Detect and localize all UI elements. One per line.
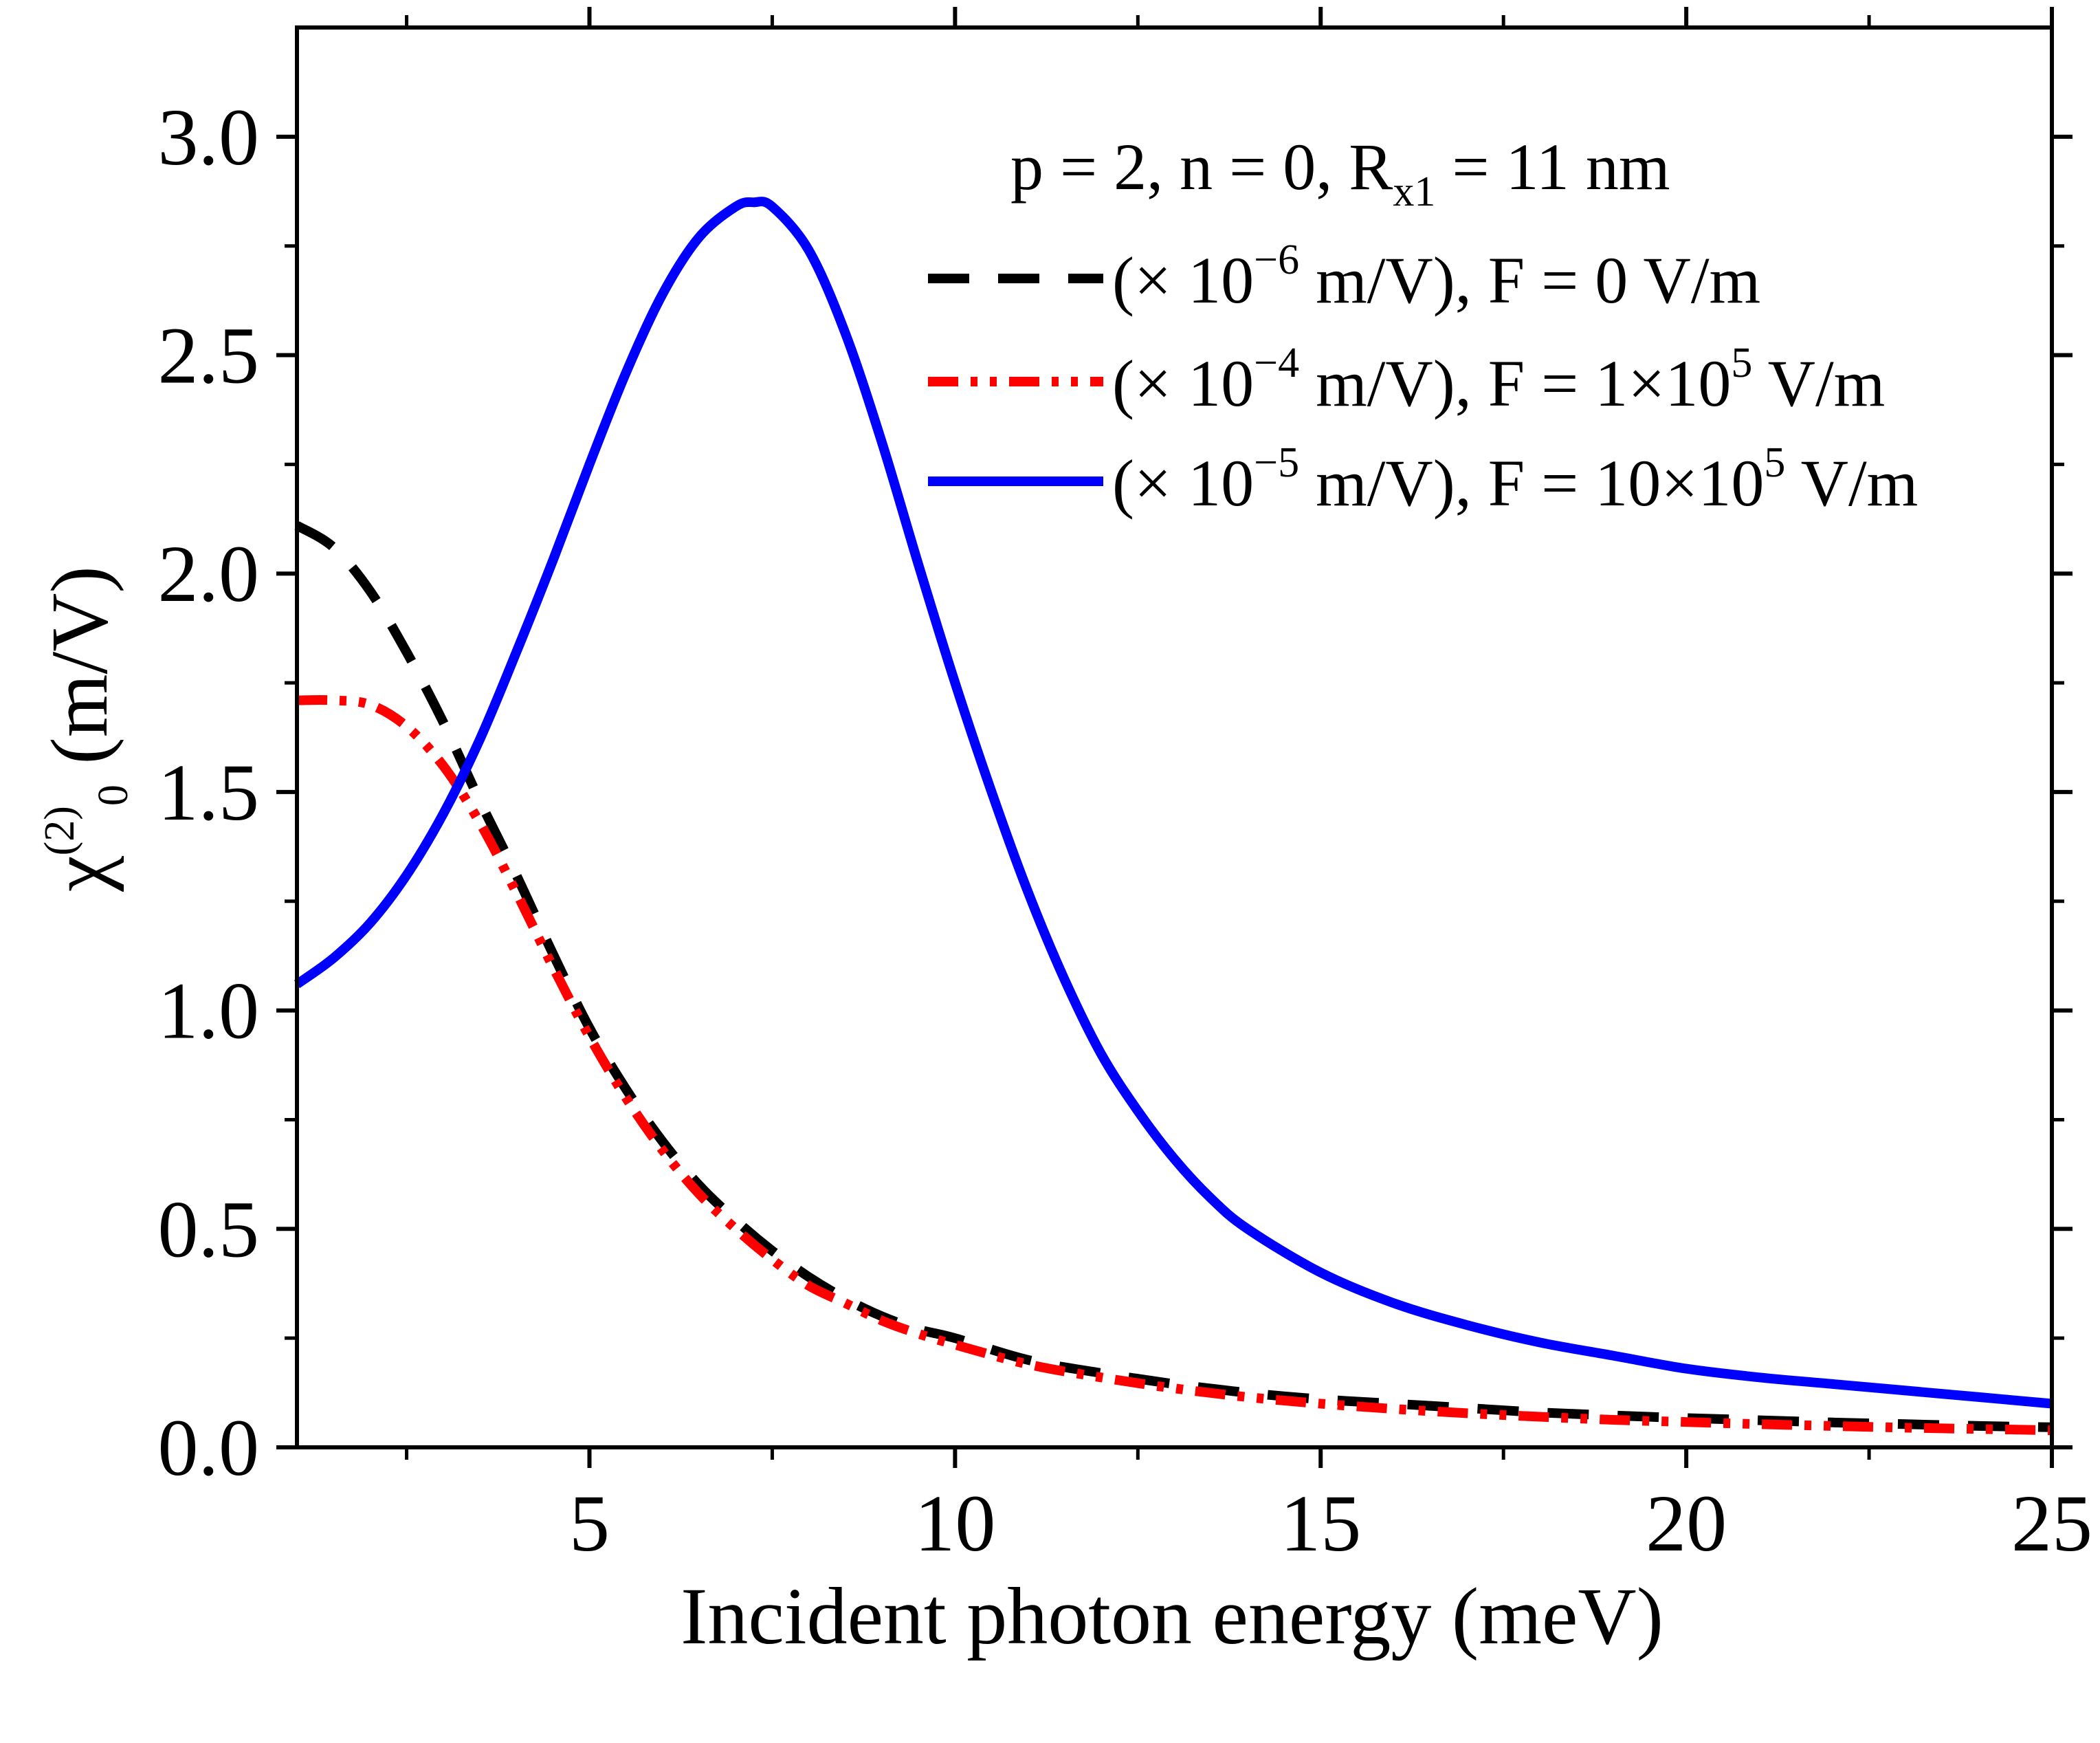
legend-label-exponent: −4 xyxy=(1254,340,1299,386)
y-tick-label: 0.0 xyxy=(158,1403,260,1493)
legend: (× 10−6 m/V), F = 0 V/m (× 10−4 m/V), F … xyxy=(928,237,1918,520)
legend-label-black-dashed: (× 10−6 m/V), F = 0 V/m xyxy=(1112,237,1760,317)
legend-label-blue-solid: (× 10−5 m/V), F = 10×105 V/m xyxy=(1112,439,1918,520)
y-tick-label: 1.5 xyxy=(158,747,260,837)
x-tick-label: 20 xyxy=(1646,1478,1727,1568)
legend-label-middle: m/V), F = 1×10 xyxy=(1299,347,1731,420)
y-axis-title-unit: (m/V) xyxy=(34,566,124,785)
legend-label-prefix: (× 10 xyxy=(1112,347,1254,420)
y-axis-title-superscript: (2) xyxy=(36,806,83,855)
plot-frame xyxy=(295,25,2054,1449)
y-axis-title-symbol: χ xyxy=(34,855,124,892)
legend-label-prefix: (× 10 xyxy=(1112,446,1254,520)
x-axis-title: Incident photon energy (meV) xyxy=(681,1571,1664,1661)
y-axis-title-subscript: 0 xyxy=(90,785,137,806)
y-tick-label: 2.5 xyxy=(158,311,260,401)
series-layer xyxy=(294,197,2053,1436)
series-line-black-dashed xyxy=(294,521,2053,1432)
legend-label-suffix: V/m xyxy=(1785,446,1918,520)
legend-label-middle: m/V), F = 0 V/m xyxy=(1299,243,1760,317)
x-tick-label: 5 xyxy=(569,1478,610,1568)
annotation-prefix: p = 2, n = 0, R xyxy=(1010,130,1393,204)
legend-label-exponent: −6 xyxy=(1254,237,1299,283)
legend-item-blue-solid: (× 10−5 m/V), F = 10×105 V/m xyxy=(928,439,1918,520)
y-tick-label: 0.5 xyxy=(158,1184,260,1274)
tick-labels: 5 10 15 20 25 0.0 0.5 1.0 1.5 2.0 2.5 3.0 xyxy=(158,92,2093,1568)
legend-item-red-dash-dot-dot: (× 10−4 m/V), F = 1×105 V/m xyxy=(928,340,1885,420)
legend-label-exponent: −5 xyxy=(1254,439,1299,486)
y-tick-label: 2.0 xyxy=(158,529,260,619)
series-line-red-dash-dot-dot xyxy=(296,695,2053,1436)
x-tick-label: 25 xyxy=(2011,1478,2092,1568)
legend-label-middle: m/V), F = 10×10 xyxy=(1299,446,1764,520)
legend-label-prefix: (× 10 xyxy=(1112,243,1254,317)
annotation-subscript: x1 xyxy=(1393,168,1435,215)
y-tick-label: 3.0 xyxy=(158,92,260,182)
y-axis-title: χ(2) 0 (m/V) xyxy=(34,566,137,892)
x-tick-label: 10 xyxy=(914,1478,995,1568)
legend-label-exponent-2: 5 xyxy=(1764,439,1785,486)
annotation-text: p = 2, n = 0, Rx1 = 11 nm xyxy=(1010,130,1670,215)
y-tick-label: 1.0 xyxy=(158,966,260,1056)
x-tick-label: 15 xyxy=(1280,1478,1361,1568)
legend-label-red-dash-dot-dot: (× 10−4 m/V), F = 1×105 V/m xyxy=(1112,340,1885,420)
series-line-blue-solid xyxy=(294,197,2053,1409)
legend-label-suffix: V/m xyxy=(1752,347,1885,420)
legend-item-black-dashed: (× 10−6 m/V), F = 0 V/m xyxy=(928,237,1760,317)
legend-label-exponent-2: 5 xyxy=(1731,340,1752,386)
annotation-suffix: = 11 nm xyxy=(1435,130,1670,204)
